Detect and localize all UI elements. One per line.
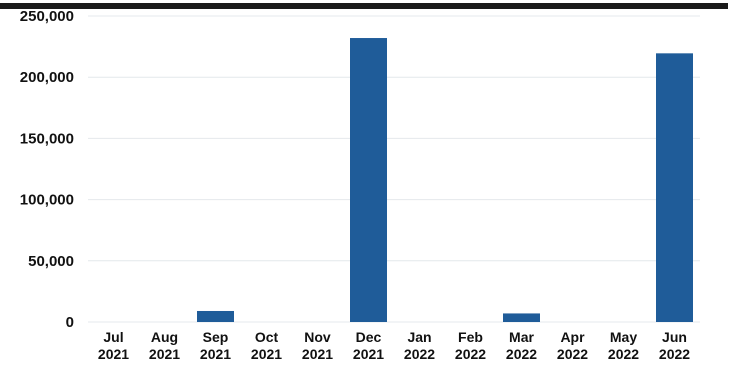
y-tick-label: 100,000 (20, 192, 74, 209)
bar-mar-2022 (503, 313, 540, 322)
bars (197, 38, 693, 322)
x-axis-tick-labels: Jul 2021 Aug 2021 Sep 2021 Oct 2021 Nov 2021 Dec 20… (98, 329, 690, 362)
x-tick-label: May 2022 (608, 329, 639, 362)
y-tick-label: 250,000 (20, 8, 74, 25)
x-tick-label: Sep 2021 (200, 329, 231, 362)
x-tick-label: Jul 2021 (98, 329, 129, 362)
x-tick-label: Apr 2022 (557, 329, 588, 362)
y-tick-label: 50,000 (28, 253, 74, 270)
x-tick-label: Dec 2021 (353, 329, 384, 362)
y-tick-label: 0 (66, 314, 74, 331)
x-tick-label: Mar 2022 (506, 329, 537, 362)
x-tick-label: Feb 2022 (455, 329, 486, 362)
top-rule (0, 3, 728, 9)
x-tick-label: Oct 2021 (251, 329, 282, 362)
x-tick-label: Jan 2022 (404, 329, 435, 362)
bar-dec-2021 (350, 38, 387, 322)
bar-jun-2022 (656, 53, 693, 322)
x-tick-label: Aug 2021 (149, 329, 180, 362)
y-axis-tick-labels: 0 50,000 100,000 150,000 200,000 250,000 (20, 8, 74, 331)
x-tick-label: Nov 2021 (302, 329, 333, 362)
y-tick-label: 150,000 (20, 130, 74, 147)
y-tick-label: 200,000 (20, 69, 74, 86)
x-tick-label: Jun 2022 (659, 329, 690, 362)
gridlines (88, 15, 700, 323)
bar-sep-2021 (197, 310, 234, 322)
